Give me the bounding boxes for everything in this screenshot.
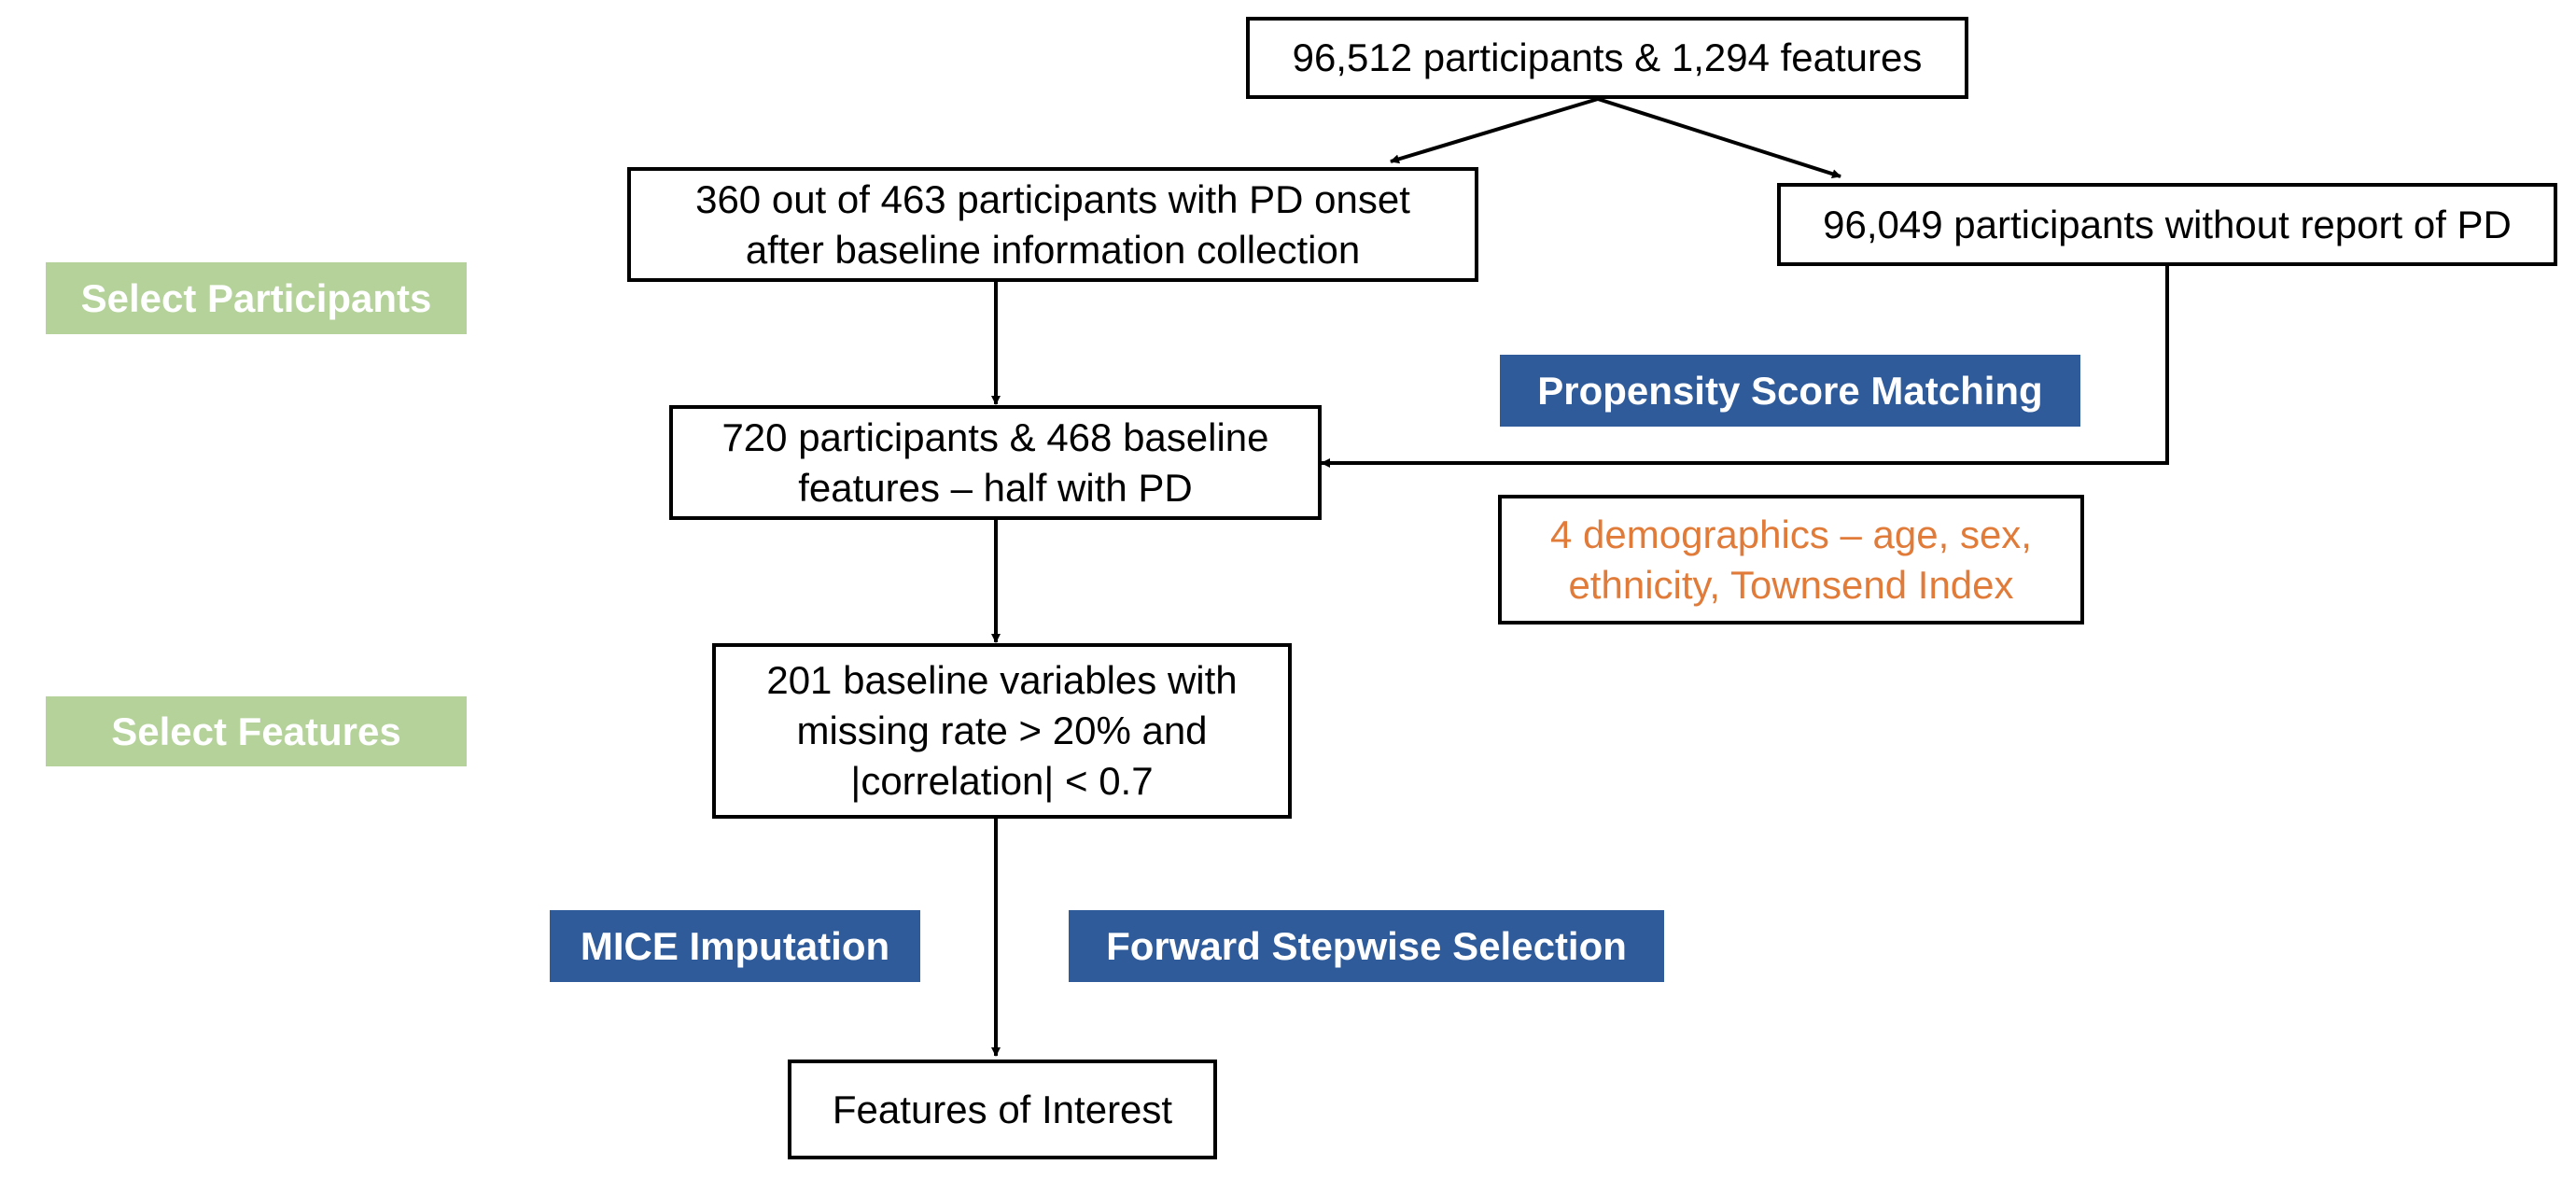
node-demographics-line-2: ethnicity, Townsend Index xyxy=(1568,562,2014,607)
node-matched-line-1: 720 participants & 468 baseline xyxy=(721,414,1269,459)
node-pd-onset-line-1: 360 out of 463 participants with PD onse… xyxy=(695,176,1410,221)
node-pd-onset-line-2: after baseline information collection xyxy=(745,227,1361,272)
node-matched-line-2: features – half with PD xyxy=(798,465,1193,510)
label-select-features: Select Features xyxy=(46,696,467,766)
node-start: 96,512 participants & 1,294 features xyxy=(1246,17,1968,99)
label-mice-imputation: MICE Imputation xyxy=(550,910,920,982)
label-propensity-score-matching: Propensity Score Matching xyxy=(1500,355,2080,427)
node-no-pd-line-1: 96,049 participants without report of PD xyxy=(1823,202,2512,246)
node-pd-onset: 360 out of 463 participants with PD onse… xyxy=(627,167,1478,282)
label-select-participants: Select Participants xyxy=(46,262,467,334)
arrow-start-to-pd-onset xyxy=(1390,97,1599,164)
node-start-line-1: 96,512 participants & 1,294 features xyxy=(1292,35,1923,79)
node-demographics-line-1: 4 demographics – age, sex, xyxy=(1550,512,2032,556)
node-baseline-vars-line-2: missing rate > 20% and xyxy=(796,709,1208,752)
node-matched: 720 participants & 468 baseline features… xyxy=(669,405,1322,520)
node-features: Features of Interest xyxy=(788,1060,1217,1159)
node-baseline-vars-line-3: |correlation| < 0.7 xyxy=(850,759,1154,803)
arrow-no-pd-to-matched xyxy=(1321,266,2169,468)
node-features-line-1: Features of Interest xyxy=(832,1087,1173,1131)
label-forward-stepwise-selection: Forward Stepwise Selection xyxy=(1069,910,1664,982)
node-demographics: 4 demographics – age, sex, ethnicity, To… xyxy=(1498,495,2084,625)
node-baseline-vars: 201 baseline variables with missing rate… xyxy=(712,643,1292,819)
node-baseline-vars-line-1: 201 baseline variables with xyxy=(766,658,1238,702)
arrow-start-to-no-pd xyxy=(1597,97,1841,179)
node-no-pd: 96,049 participants without report of PD xyxy=(1777,183,2557,266)
